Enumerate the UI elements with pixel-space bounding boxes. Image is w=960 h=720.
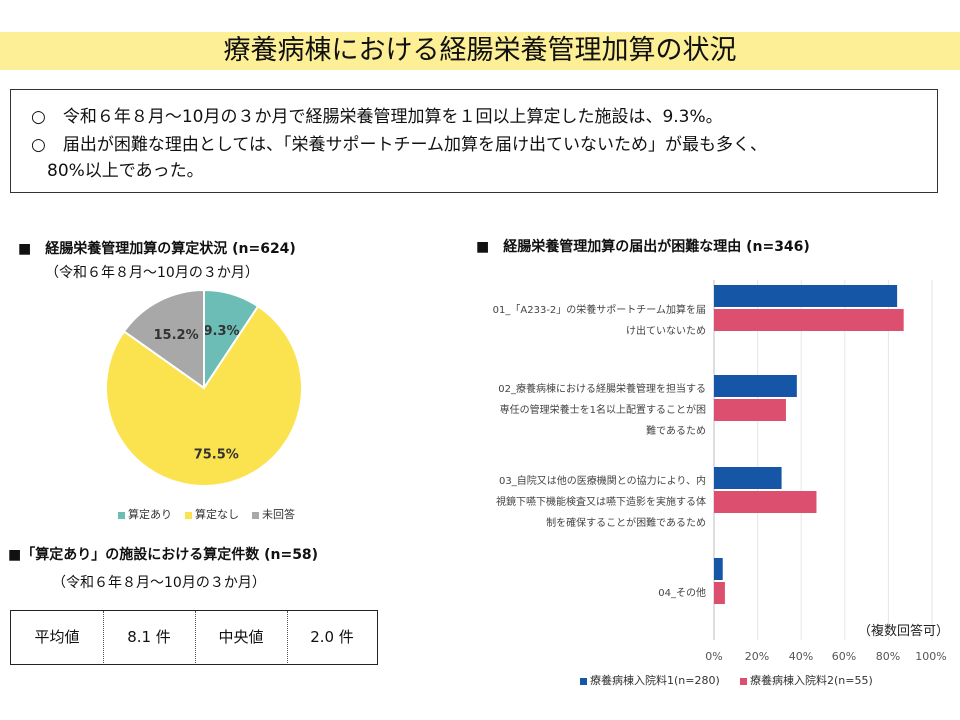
pie-slice-no	[105, 304, 303, 487]
bar-category-2-line-2: 専任の管理栄養士を1名以上配置することが困	[499, 405, 706, 416]
x-tick-100: 100%	[915, 650, 947, 663]
legend-swatch-s2	[740, 677, 747, 685]
bar-s1-cat1	[714, 285, 898, 307]
legend-swatch-s1	[580, 677, 587, 685]
summary-line-3: 80%以上であった。	[47, 161, 204, 181]
bar-category-3-line-2: 視鏡下嚥下機能検査又は嚥下造影を実施する体	[496, 497, 706, 508]
pie-slice-na-label: 15.2%	[154, 328, 199, 343]
bar-category-3-line-3: 制を確保することが困難であるため	[546, 518, 706, 529]
bar-category-1: 01_「A233-2」の栄養サポートチーム加算を届 け出ていないため	[476, 300, 706, 342]
summary-box: ○ 令和６年８月～10月の３か月で経腸栄養管理加算を１回以上算定した施設は、9.…	[10, 89, 938, 193]
mean-label: 平均値	[34, 628, 80, 646]
title-band	[0, 32, 960, 70]
median-value: 2.0 件	[310, 628, 354, 646]
stats-divider	[287, 611, 288, 663]
bar-legend-s2-label: 療養病棟入院料2(n=55)	[750, 674, 873, 687]
bar-section-heading: ■ 経腸栄養管理加算の届出が困難な理由 (n=346)	[476, 239, 810, 255]
pie-legend-yes-label: 算定あり	[128, 508, 172, 521]
bar-s1-cat4	[714, 558, 723, 580]
pie-slice-na	[122, 288, 205, 390]
x-tick-80: 80%	[875, 650, 901, 663]
bar-s1-cat2	[714, 375, 797, 397]
stats-divider	[195, 611, 196, 663]
pie-slice-yes-label: 9.3%	[203, 324, 239, 339]
pie-slice-no-label: 75.5%	[194, 447, 239, 462]
bar-legend-s1-label: 療養病棟入院料1(n=280)	[590, 674, 720, 687]
pie-chart: 9.3% 75.5% 15.2%	[105, 288, 303, 487]
pie-legend-no-label: 算定なし	[195, 508, 239, 521]
bar-s2-cat1	[714, 309, 904, 331]
x-tick-40: 40%	[788, 650, 814, 663]
bar-category-3-line-1: 03_自院又は他の医療機関との協力により、内	[498, 476, 706, 487]
mean-value: 8.1 件	[127, 628, 171, 646]
multi-answer-note: （複数回答可）	[858, 624, 950, 639]
pie-legend-na: 未回答	[252, 506, 295, 522]
pie-period: （令和６年８月～10月の３か月）	[45, 265, 259, 281]
pie-legend-na-label: 未回答	[262, 508, 295, 521]
bar-category-3: 03_自院又は他の医療機関との協力により、内 視鏡下嚥下機能検査又は嚥下造影を実…	[476, 471, 706, 534]
bar-legend-s2: 療養病棟入院料2(n=55)	[740, 672, 873, 688]
bar-category-4: 04_その他	[476, 583, 706, 604]
median-label: 中央値	[218, 628, 264, 646]
pie-legend-no: 算定なし	[185, 506, 239, 522]
page-title: 療養病棟における経腸栄養管理加算の状況	[223, 35, 737, 66]
pie-section-heading: ■ 経腸栄養管理加算の算定状況 (n=624)	[18, 241, 296, 257]
stats-divider	[103, 611, 104, 663]
legend-swatch-no	[185, 511, 192, 519]
x-tick-20: 20%	[744, 650, 770, 663]
summary-line-2: ○ 届出が困難な理由としては、「栄養サポートチーム加算を届け出ていないため」が最…	[31, 135, 767, 155]
count-section-heading: ■「算定あり」の施設における算定件数 (n=58)	[8, 547, 319, 563]
bar-s2-cat3	[714, 491, 817, 513]
bar-category-1-line-2: け出ていないため	[626, 326, 706, 337]
bar-legend-s1: 療養病棟入院料1(n=280)	[580, 672, 720, 688]
bar-s2-cat4	[714, 582, 725, 604]
bar-category-1-line-1: 01_「A233-2」の栄養サポートチーム加算を届	[492, 305, 706, 316]
x-tick-60: 60%	[831, 650, 857, 663]
bar-category-4-line-1: 04_その他	[658, 588, 706, 599]
bar-category-2-line-1: 02_療養病棟における経腸栄養管理を担当する	[498, 384, 706, 395]
bar-category-2: 02_療養病棟における経腸栄養管理を担当する 専任の管理栄養士を1名以上配置する…	[476, 379, 706, 442]
x-tick-0: 0%	[705, 650, 723, 663]
bar-s2-cat2	[714, 399, 786, 421]
legend-swatch-yes	[118, 511, 125, 519]
bar-category-2-line-3: 難であるため	[646, 426, 706, 437]
legend-swatch-na	[252, 511, 259, 519]
pie-legend-yes: 算定あり	[118, 506, 172, 522]
stats-table: 平均値 8.1 件 中央値 2.0 件	[10, 610, 378, 665]
count-period: （令和６年８月～10月の３か月）	[52, 575, 266, 591]
bar-s1-cat3	[714, 467, 782, 489]
summary-line-1: ○ 令和６年８月～10月の３か月で経腸栄養管理加算を１回以上算定した施設は、9.…	[31, 107, 723, 127]
